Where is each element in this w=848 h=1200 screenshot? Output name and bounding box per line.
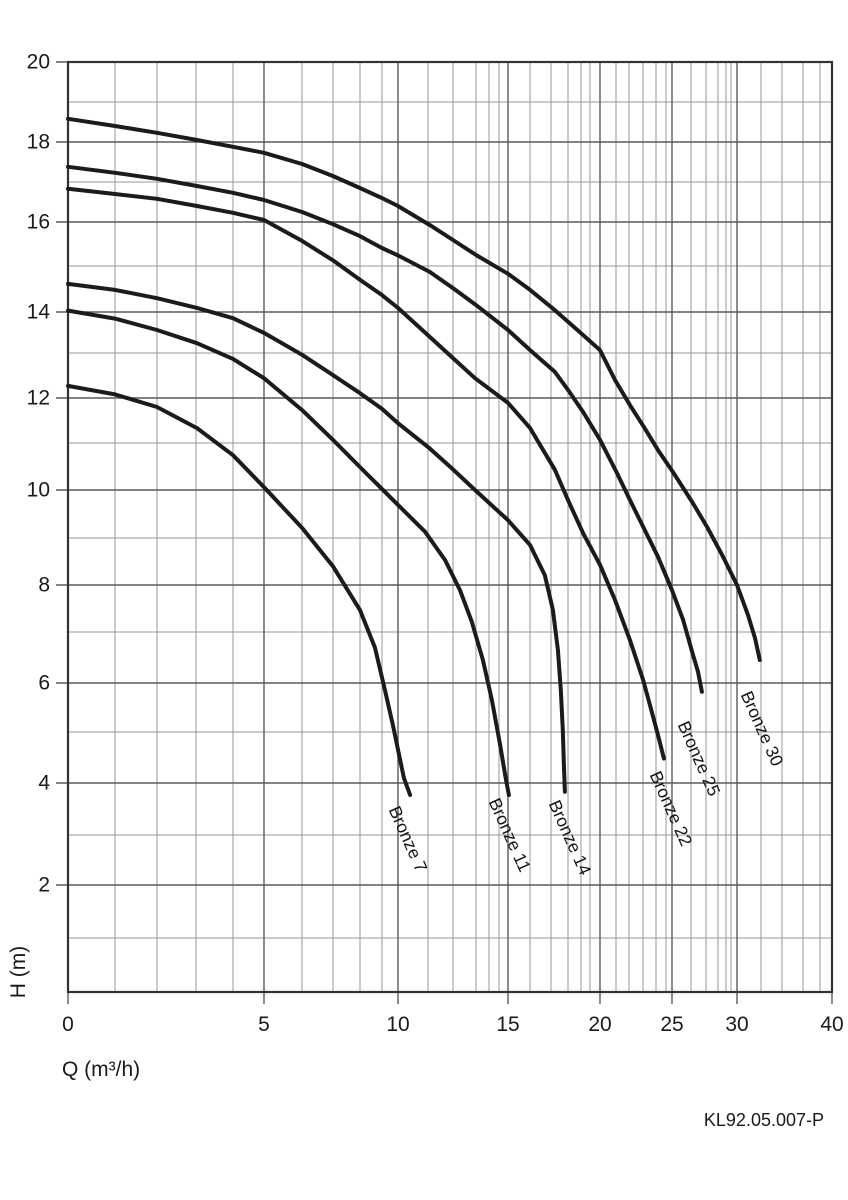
y-tick-label-10: 10 [26,478,50,502]
y-tick-label-20: 20 [26,50,50,74]
plot-frame [66,60,834,994]
curve-bronze-7 [66,383,413,797]
x-tick-label-10: 10 [386,1013,410,1036]
y-tick-label-16: 16 [26,210,50,234]
x-tick-label-20: 20 [588,1013,612,1036]
x-tick-label-5: 5 [258,1013,270,1036]
y-tick-label-2: 2 [38,873,50,897]
x-tick-label-15: 15 [496,1013,520,1036]
x-tick-label-0: 0 [62,1013,74,1036]
y-tick-label-18: 18 [26,130,50,154]
x-tick-label-25: 25 [660,1013,684,1036]
y-tick-label-12: 12 [26,386,50,410]
y-tick-label-6: 6 [38,671,50,695]
curve-bronze-25 [66,164,704,694]
curve-bronze-22 [66,186,666,761]
y-tick-label-8: 8 [38,573,50,597]
x-tick-label-40: 40 [820,1013,844,1036]
curve-bronze-30 [66,116,762,662]
y-axis-title: H (m) [7,945,30,999]
x-tick-label-30: 30 [725,1013,749,1036]
y-tick-label-14: 14 [26,300,50,324]
curve-bronze-14 [66,281,567,794]
curve-bronze-11 [66,308,511,797]
document-code: KL92.05.007-P [703,1110,824,1130]
x-axis-title: Q (m³/h) [62,1058,141,1081]
y-tick-label-4: 4 [38,771,50,795]
